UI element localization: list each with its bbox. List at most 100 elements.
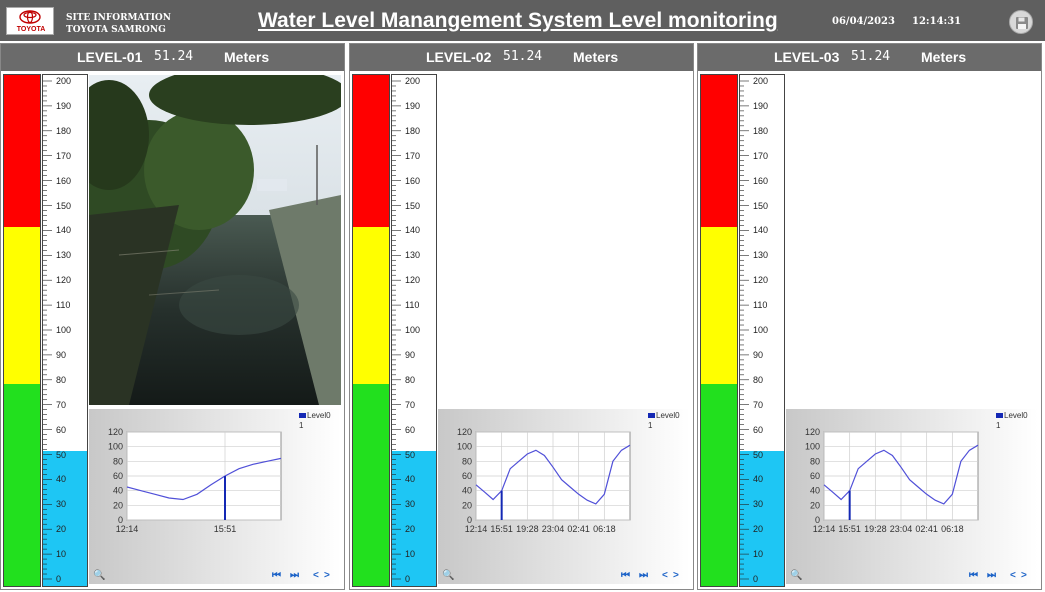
first-page-icon[interactable]: ⏮ — [272, 570, 281, 581]
gauge-tick-label: 30 — [56, 499, 67, 510]
gauge-tick-label: 160 — [753, 175, 769, 186]
x-tick-label: 02:41 — [915, 524, 938, 534]
alarm-band-bar — [700, 74, 738, 587]
y-tick-label: 40 — [462, 486, 472, 496]
gauge-tick-label: 200 — [405, 76, 421, 86]
level-trend-chart: Level0 1 120 100 80 60 40 20 0 12:14 15:51 19:28 23:… — [438, 409, 690, 584]
last-page-icon[interactable]: ⏭ — [987, 570, 996, 581]
level-gauge: 200 190 180 170 160 150 140 130 120 110 100 90 80 70 6… — [42, 74, 88, 587]
gauge-tick-label: 170 — [405, 150, 421, 161]
y-tick-label: 120 — [108, 427, 123, 437]
x-tick-label: 12:14 — [465, 524, 488, 534]
alarm-zone-red — [353, 75, 389, 227]
last-page-icon[interactable]: ⏭ — [639, 570, 648, 581]
site-info-label: SITE INFORMATION — [66, 13, 171, 23]
y-tick-label: 100 — [457, 442, 472, 452]
gauge-tick-label: 140 — [753, 225, 769, 236]
y-tick-label: 40 — [113, 486, 123, 496]
gauge-tick-label: 60 — [405, 424, 416, 435]
gauge-tick-label: 200 — [56, 76, 72, 86]
panel-header: LEVEL-01 51.24 Meters — [1, 44, 344, 71]
gauge-tick-label: 80 — [56, 374, 67, 385]
x-tick-label: 19:28 — [516, 524, 539, 534]
next-icon[interactable]: > — [324, 570, 330, 581]
gauge-tick-label: 30 — [405, 499, 416, 510]
y-tick-label: 100 — [805, 442, 820, 452]
zoom-search-icon[interactable]: 🔍 — [790, 570, 803, 581]
gauge-tick-label: 90 — [753, 349, 764, 360]
page-title: Water Level Manangement System Level mon… — [258, 9, 778, 32]
gauge-tick-label: 50 — [56, 449, 67, 460]
legend-series-sub: 1 — [299, 421, 304, 430]
save-button[interactable] — [1009, 10, 1033, 34]
gauge-tick-label: 30 — [753, 499, 764, 510]
level-label: LEVEL-03 — [774, 49, 840, 65]
gauge-tick-label: 40 — [753, 474, 764, 485]
level-value: 51.24 — [503, 49, 543, 64]
chart-plot: 120 100 80 60 40 20 012:14 15:51 19:28 23:04 02:41… — [805, 427, 979, 534]
gauge-tick-label: 10 — [753, 549, 764, 560]
gauge-tick-label: 180 — [753, 125, 769, 136]
level-value: 51.24 — [851, 49, 891, 64]
y-tick-label: 20 — [113, 500, 123, 510]
y-tick-label: 20 — [810, 500, 820, 510]
first-page-icon[interactable]: ⏮ — [621, 570, 630, 581]
zoom-search-icon[interactable]: 🔍 — [442, 570, 455, 581]
gauge-tick-label: 80 — [405, 374, 416, 385]
previous-icon[interactable]: < — [313, 570, 319, 581]
gauge-tick-label: 100 — [753, 325, 769, 335]
y-tick-label: 120 — [805, 427, 820, 437]
series-line-level01 — [126, 457, 282, 501]
gauge-tick-label: 160 — [405, 175, 421, 186]
gauge-tick-label: 190 — [405, 100, 421, 111]
x-tick-label: 02:41 — [567, 524, 590, 534]
y-tick-label: 0 — [815, 515, 820, 525]
next-icon[interactable]: > — [1021, 570, 1027, 581]
site-name: TOYOTA SAMRONG — [66, 25, 166, 35]
gauge-tick-label: 140 — [56, 225, 72, 236]
chart-plot: 120 100 80 60 40 20 012:14 15:51 19:28 23:04 02:41… — [457, 427, 631, 534]
x-tick-label: 06:18 — [941, 524, 964, 534]
gauge-tick-label: 130 — [405, 250, 421, 261]
gauge-tick-label: 20 — [56, 524, 67, 535]
x-tick-label: 15:51 — [214, 524, 237, 534]
previous-icon[interactable]: < — [662, 570, 668, 581]
level-label: LEVEL-01 — [77, 49, 143, 65]
gauge-ticks — [740, 80, 749, 580]
zoom-search-icon[interactable]: 🔍 — [93, 570, 106, 581]
y-tick-label: 60 — [113, 471, 123, 481]
x-tick-label: 12:14 — [116, 524, 139, 534]
gauge-tick-label: 10 — [56, 549, 67, 560]
gauge-ticks — [43, 80, 52, 580]
last-page-icon[interactable]: ⏭ — [290, 570, 299, 581]
level-panel-1: LEVEL-01 51.24 Meters 200 190 180 170 160 150 140… — [0, 43, 345, 590]
gauge-tick-label: 150 — [405, 200, 421, 211]
y-tick-label: 80 — [462, 456, 472, 466]
legend-series-name: Level0 — [1004, 411, 1028, 420]
gauge-tick-label: 180 — [405, 125, 421, 136]
x-tick-label: 19:28 — [864, 524, 887, 534]
level-unit: Meters — [921, 49, 967, 65]
y-tick-label: 60 — [462, 471, 472, 481]
x-tick-label: 15:51 — [838, 524, 861, 534]
chart-legend: Level0 1 — [996, 411, 1028, 431]
y-tick-label: 20 — [462, 500, 472, 510]
warning-zone-yellow — [4, 227, 40, 384]
gauge-tick-label: 40 — [405, 474, 416, 485]
gauge-tick-label: 180 — [56, 125, 72, 136]
level-unit: Meters — [573, 49, 619, 65]
gauge-tick-label: 70 — [405, 399, 416, 410]
first-page-icon[interactable]: ⏮ — [969, 570, 978, 581]
gauge-tick-label: 90 — [56, 349, 67, 360]
gauge-tick-label: 60 — [56, 424, 67, 435]
warning-zone-yellow — [353, 227, 389, 384]
previous-icon[interactable]: < — [1010, 570, 1016, 581]
gauge-tick-label: 150 — [753, 200, 769, 211]
x-tick-label: 12:14 — [813, 524, 836, 534]
level-panel-3: LEVEL-03 51.24 Meters 200 190 180 170 160 150 140… — [697, 43, 1042, 590]
gauge-tick-label: 190 — [753, 100, 769, 111]
next-icon[interactable]: > — [673, 570, 679, 581]
water-level-fill — [392, 451, 436, 586]
y-tick-label: 100 — [108, 442, 123, 452]
x-tick-label: 06:18 — [593, 524, 616, 534]
